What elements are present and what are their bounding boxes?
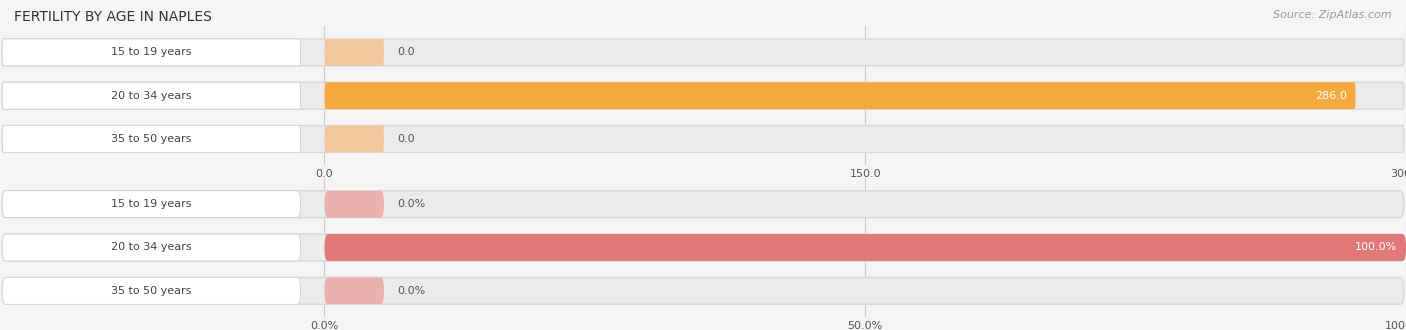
FancyBboxPatch shape [3, 191, 1403, 217]
FancyBboxPatch shape [325, 234, 1406, 261]
Text: 15 to 19 years: 15 to 19 years [111, 199, 191, 209]
FancyBboxPatch shape [3, 234, 1403, 261]
FancyBboxPatch shape [325, 278, 384, 304]
Text: 35 to 50 years: 35 to 50 years [111, 286, 191, 296]
Text: 0.0%: 0.0% [396, 199, 425, 209]
FancyBboxPatch shape [325, 39, 384, 66]
Text: 20 to 34 years: 20 to 34 years [111, 91, 191, 101]
FancyBboxPatch shape [3, 278, 301, 304]
FancyBboxPatch shape [3, 234, 301, 261]
FancyBboxPatch shape [325, 191, 384, 217]
Text: 15 to 19 years: 15 to 19 years [111, 48, 191, 57]
FancyBboxPatch shape [325, 126, 384, 152]
Text: Source: ZipAtlas.com: Source: ZipAtlas.com [1274, 10, 1392, 20]
FancyBboxPatch shape [3, 39, 1403, 66]
FancyBboxPatch shape [3, 39, 301, 66]
Text: FERTILITY BY AGE IN NAPLES: FERTILITY BY AGE IN NAPLES [14, 10, 212, 24]
FancyBboxPatch shape [3, 278, 1403, 304]
Text: 20 to 34 years: 20 to 34 years [111, 243, 191, 252]
Text: 0.0: 0.0 [396, 48, 415, 57]
Text: 0.0: 0.0 [396, 134, 415, 144]
Text: 0.0%: 0.0% [396, 286, 425, 296]
FancyBboxPatch shape [3, 82, 1403, 109]
FancyBboxPatch shape [3, 82, 301, 109]
FancyBboxPatch shape [325, 82, 1355, 109]
FancyBboxPatch shape [3, 126, 301, 152]
FancyBboxPatch shape [3, 191, 301, 217]
FancyBboxPatch shape [3, 126, 1403, 152]
Text: 100.0%: 100.0% [1355, 243, 1398, 252]
Text: 286.0: 286.0 [1315, 91, 1347, 101]
Text: 35 to 50 years: 35 to 50 years [111, 134, 191, 144]
